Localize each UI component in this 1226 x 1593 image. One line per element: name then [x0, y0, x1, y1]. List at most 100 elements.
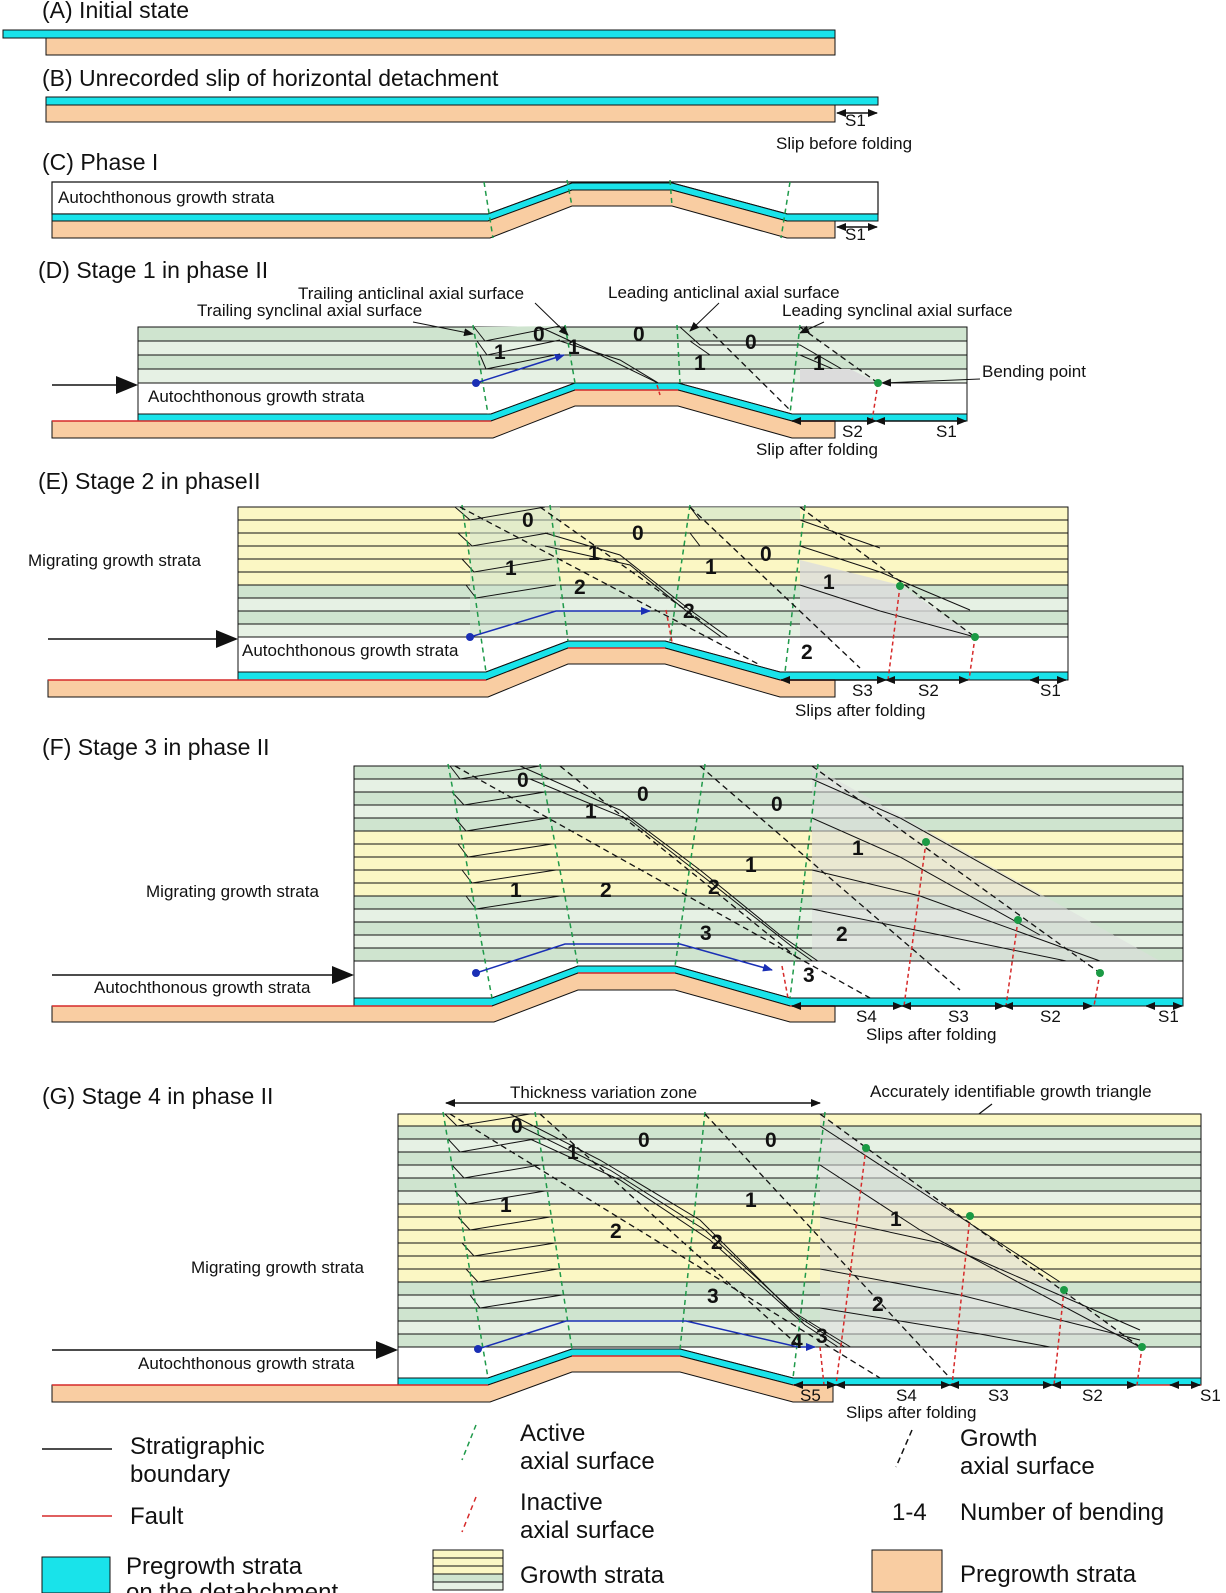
panel-f: (F) Stage 3 in phase II	[42, 734, 1184, 1044]
panel-f-title: (F) Stage 3 in phase II	[42, 734, 270, 760]
pregrowth-layer	[45, 104, 836, 123]
bend-number: 3	[803, 964, 815, 987]
bend-number: 1	[505, 557, 517, 580]
bend-number: 2	[610, 1220, 622, 1243]
slip-label: S2	[918, 681, 939, 700]
bend-number: 0	[771, 793, 783, 816]
trailing-anticlinal-label: Trailing anticlinal axial surface	[298, 284, 524, 303]
bend-number: 0	[765, 1129, 777, 1152]
thickness-zone-label: Thickness variation zone	[510, 1083, 697, 1102]
panel-b-title: (B) Unrecorded slip of horizontal detach…	[42, 65, 499, 91]
bend-number: 2	[708, 876, 720, 899]
legend-pregrowth-detachment-1: Pregrowth strata	[126, 1553, 303, 1580]
slip-label: S1	[1040, 681, 1061, 700]
bend-number: 1	[823, 571, 835, 594]
slip-label: S1	[845, 111, 866, 130]
slip-label: S3	[988, 1386, 1009, 1405]
leading-anticlinal-label: Leading anticlinal axial surface	[608, 283, 840, 302]
leading-synclinal-label: Leading synclinal axial surface	[782, 301, 1013, 320]
panel-e: (E) Stage 2 in phaseII	[28, 468, 1069, 720]
autochthonous-label: Autochthonous growth strata	[138, 1354, 355, 1373]
bend-number: 1	[568, 336, 580, 359]
bend-number: 2	[801, 641, 813, 664]
panel-g: (G) Stage 4 in phase II Thickness variat…	[42, 1082, 1221, 1422]
panel-c: (C) Phase I Autochthonous growth strata …	[42, 149, 879, 244]
slip-label: S4	[896, 1386, 917, 1405]
bend-number: 0	[533, 323, 545, 346]
bend-number: 4	[791, 1330, 803, 1353]
slip-caption: Slip before folding	[776, 134, 912, 153]
slip-label: S4	[856, 1007, 877, 1026]
bend-number: 0	[745, 331, 757, 354]
bend-number: 2	[600, 879, 612, 902]
bend-number: 0	[633, 323, 645, 346]
bend-number: 1	[588, 542, 600, 565]
slip-caption: Slips after folding	[795, 701, 925, 720]
slip-label: S2	[1082, 1386, 1103, 1405]
bend-number: 2	[711, 1231, 723, 1254]
bend-number: 1	[705, 556, 717, 579]
growth-axial-swatch	[895, 1429, 913, 1468]
growth-triangle-label: Accurately identifiable growth triangle	[870, 1082, 1152, 1101]
bend-number: 0	[638, 1129, 650, 1152]
bend-number: 3	[707, 1285, 719, 1308]
legend-active-1: Active	[520, 1420, 585, 1447]
panel-c-title: (C) Phase I	[42, 149, 158, 175]
bend-number: 1	[890, 1208, 902, 1231]
bend-number: 1	[585, 800, 597, 823]
bend-number: 2	[836, 923, 848, 946]
legend-inactive-1: Inactive	[520, 1489, 603, 1516]
bend-number: 1	[813, 352, 825, 375]
bend-number: 0	[637, 783, 649, 806]
bend-number: 0	[632, 522, 644, 545]
bending-point-label: Bending point	[982, 362, 1086, 381]
bend-number: 2	[683, 600, 695, 623]
panel-e-title: (E) Stage 2 in phaseII	[38, 468, 260, 494]
bend-number: 1	[567, 1141, 579, 1164]
slip-caption: Slips after folding	[846, 1403, 976, 1422]
bend-number: 1	[694, 352, 706, 375]
bend-number: 1	[745, 854, 757, 877]
pregrowth-detachment-layer	[2, 29, 836, 39]
bend-number: 1	[494, 341, 506, 364]
migrating-label: Migrating growth strata	[146, 882, 319, 901]
bend-number: 1	[500, 1194, 512, 1217]
legend-bending-range: 1-4	[892, 1499, 927, 1526]
slip-label: S2	[842, 422, 863, 441]
pregrowth-layer	[45, 37, 836, 56]
pregrowth-swatch	[871, 1549, 943, 1593]
migrating-label: Migrating growth strata	[191, 1258, 364, 1277]
legend-stratigraphic-1: Stratigraphic	[130, 1433, 265, 1460]
legend-stratigraphic-2: boundary	[130, 1461, 230, 1488]
panel-a: (A) Initial state	[2, 0, 836, 56]
slip-label: S5	[800, 1386, 821, 1405]
bend-number: 0	[760, 543, 772, 566]
panel-g-title: (G) Stage 4 in phase II	[42, 1083, 273, 1109]
legend-pregrowth-detachment-2: on the detahchment	[126, 1579, 338, 1593]
migrating-label: Migrating growth strata	[28, 551, 201, 570]
trailing-synclinal-label: Trailing synclinal axial surface	[197, 301, 422, 320]
slip-label: S2	[1040, 1007, 1061, 1026]
pregrowth-detachment-swatch	[41, 1556, 111, 1593]
growth-strata-swatch	[432, 1549, 504, 1591]
legend-active-2: axial surface	[520, 1448, 655, 1475]
bend-number: 3	[816, 1325, 828, 1348]
autochthonous-label: Autochthonous growth strata	[242, 641, 459, 660]
panel-d: (D) Stage 1 in phase II Trailing anticli…	[38, 257, 1086, 459]
slip-label: S3	[948, 1007, 969, 1026]
bend-number: 1	[852, 837, 864, 860]
legend-inactive-2: axial surface	[520, 1517, 655, 1544]
slip-label: S1	[1158, 1007, 1179, 1026]
bend-number: 3	[700, 922, 712, 945]
bend-number: 1	[745, 1189, 757, 1212]
inactive-axial-swatch	[461, 1496, 477, 1533]
legend: Stratigraphic boundary Fault Pregrowth s…	[41, 1420, 1164, 1593]
legend-growth-strata: Growth strata	[520, 1562, 665, 1589]
pregrowth-layer	[51, 189, 836, 239]
bend-number: 2	[574, 576, 586, 599]
active-axial-swatch	[461, 1424, 477, 1461]
strata-label: Autochthonous growth strata	[58, 188, 275, 207]
pregrowth-detachment-layer	[45, 96, 879, 106]
bend-number: 0	[522, 509, 534, 532]
